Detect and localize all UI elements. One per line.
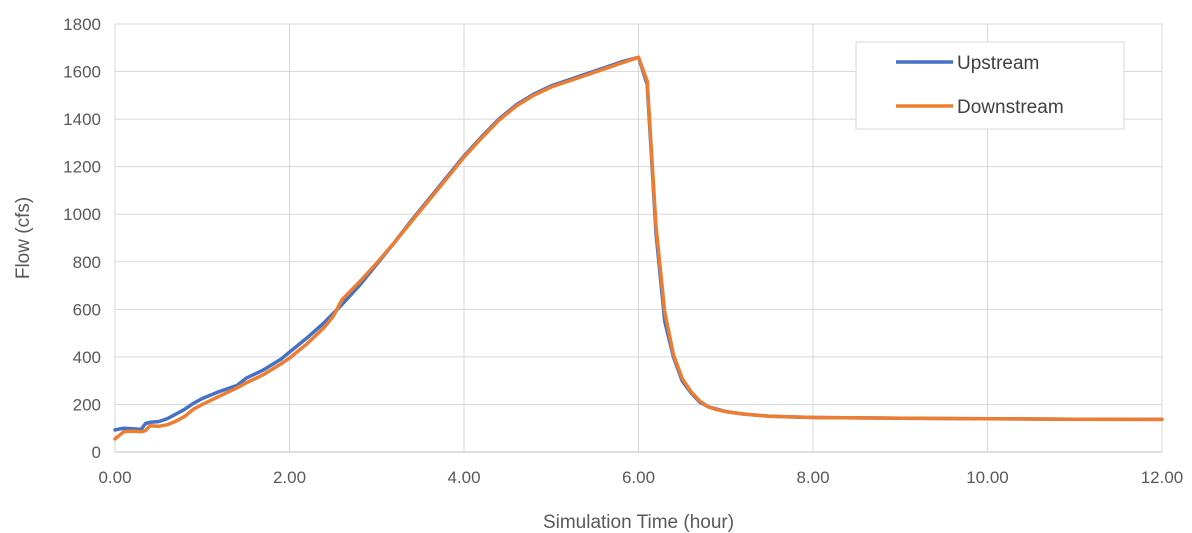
- series-line-downstream: [113, 55, 1164, 441]
- y-axis-title: Flow (cfs): [13, 197, 34, 279]
- x-axis-title: Simulation Time (hour): [543, 512, 734, 533]
- tick-labels: 0 200 400 600 800 1000 1200 1400 1600 1800 0.00 2.0…: [63, 15, 1183, 487]
- y-tick-label: 0: [92, 443, 101, 462]
- x-tick-label: 0.00: [98, 468, 131, 487]
- series-lines: [113, 55, 1164, 441]
- x-tick-label: 12.00: [1141, 468, 1184, 487]
- y-tick-label: 1400: [63, 110, 101, 129]
- legend-label-upstream: Upstream: [957, 53, 1039, 74]
- y-tick-label: 1600: [63, 63, 101, 82]
- x-tick-label: 6.00: [622, 468, 655, 487]
- y-tick-label: 1000: [63, 205, 101, 224]
- y-tick-label: 600: [73, 300, 101, 319]
- x-tick-label: 8.00: [796, 468, 829, 487]
- y-tick-label: 1200: [63, 158, 101, 177]
- legend: Upstream Downstream: [855, 41, 1125, 130]
- legend-label-downstream: Downstream: [957, 97, 1064, 118]
- y-tick-label: 200: [73, 395, 101, 414]
- legend-box: [855, 41, 1125, 130]
- gridlines: [115, 23, 1163, 452]
- y-tick-label: 800: [73, 253, 101, 272]
- x-tick-label: 10.00: [966, 468, 1009, 487]
- y-tick-label: 1800: [63, 15, 101, 34]
- x-tick-label: 2.00: [273, 468, 306, 487]
- axes: [114, 24, 1162, 453]
- x-tick-label: 4.00: [447, 468, 480, 487]
- y-tick-label: 400: [73, 348, 101, 367]
